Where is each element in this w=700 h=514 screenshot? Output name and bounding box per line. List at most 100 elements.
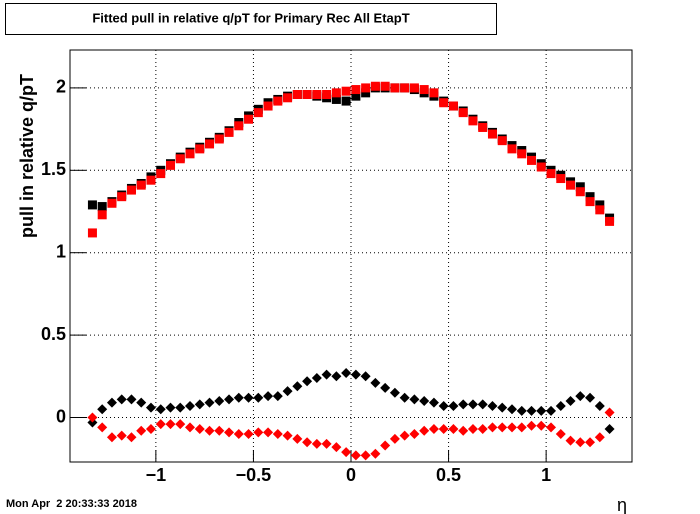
- marker-diamond: [263, 427, 274, 438]
- marker-diamond: [155, 404, 166, 415]
- marker-square: [224, 127, 234, 137]
- marker-diamond: [233, 392, 244, 403]
- marker-diamond: [302, 376, 313, 387]
- marker-diamond: [438, 400, 449, 411]
- marker-diamond: [194, 424, 205, 435]
- marker-square: [556, 174, 566, 184]
- marker-square: [185, 149, 195, 159]
- marker-square: [205, 139, 215, 149]
- marker-diamond: [477, 399, 488, 410]
- marker-square: [117, 192, 127, 202]
- marker-diamond: [399, 430, 410, 441]
- marker-diamond: [585, 392, 596, 403]
- marker-square: [448, 101, 458, 111]
- marker-diamond: [438, 424, 449, 435]
- marker-diamond: [136, 397, 147, 408]
- marker-square: [292, 89, 302, 99]
- marker-square: [97, 202, 107, 212]
- marker-diamond: [165, 419, 176, 430]
- y-tick-label: 0: [56, 406, 66, 426]
- marker-square: [585, 197, 595, 207]
- marker-diamond: [467, 399, 478, 410]
- marker-square: [517, 149, 527, 159]
- marker-square: [195, 144, 205, 154]
- marker-diamond: [409, 428, 420, 439]
- marker-square: [87, 228, 97, 238]
- marker-diamond: [126, 394, 137, 405]
- marker-diamond: [360, 371, 371, 382]
- plot-frame: [69, 49, 633, 463]
- marker-diamond: [555, 428, 566, 439]
- marker-square: [566, 180, 576, 190]
- marker-diamond: [350, 450, 361, 461]
- marker-diamond: [389, 387, 400, 398]
- marker-square: [312, 89, 322, 99]
- marker-diamond: [419, 396, 430, 407]
- marker-square: [361, 88, 371, 98]
- marker-diamond: [214, 396, 225, 407]
- marker-diamond: [292, 381, 303, 392]
- marker-diamond: [175, 419, 186, 430]
- marker-diamond: [506, 422, 517, 433]
- marker-square: [234, 121, 244, 131]
- marker-diamond: [555, 400, 566, 411]
- marker-diamond: [487, 400, 498, 411]
- marker-diamond: [282, 386, 293, 397]
- marker-diamond: [594, 432, 605, 443]
- marker-square: [341, 96, 351, 106]
- marker-square: [487, 129, 497, 139]
- marker-diamond: [311, 438, 322, 449]
- timestamp: Mon Apr 2 20:33:33 2018: [6, 498, 137, 510]
- marker-square: [107, 198, 117, 208]
- marker-diamond: [594, 400, 605, 411]
- marker-diamond: [458, 425, 469, 436]
- marker-diamond: [243, 428, 254, 439]
- marker-square: [536, 162, 546, 172]
- marker-diamond: [87, 412, 98, 423]
- marker-diamond: [224, 427, 235, 438]
- marker-square: [390, 83, 400, 93]
- marker-diamond: [536, 405, 547, 416]
- marker-square: [419, 85, 429, 95]
- marker-square: [175, 154, 185, 164]
- marker-square: [400, 83, 410, 93]
- marker-square: [244, 114, 254, 124]
- marker-diamond: [145, 424, 156, 435]
- marker-diamond: [106, 397, 117, 408]
- marker-square: [361, 83, 371, 93]
- marker-diamond: [350, 369, 361, 380]
- marker-diamond: [448, 400, 459, 411]
- marker-diamond: [272, 391, 283, 402]
- marker-diamond: [224, 394, 235, 405]
- y-tick-label: 2: [56, 77, 66, 97]
- x-tick-label: 0: [346, 465, 356, 485]
- marker-diamond: [399, 392, 410, 403]
- marker-diamond: [604, 407, 615, 418]
- marker-square: [527, 155, 537, 165]
- marker-diamond: [292, 433, 303, 444]
- marker-square: [458, 108, 468, 118]
- marker-square: [429, 88, 439, 98]
- marker-square: [283, 93, 293, 103]
- marker-diamond: [389, 433, 400, 444]
- marker-diamond: [331, 371, 342, 382]
- marker-square: [263, 101, 273, 111]
- marker-square: [351, 91, 361, 101]
- marker-diamond: [370, 377, 381, 388]
- marker-diamond: [575, 391, 586, 402]
- marker-diamond: [311, 372, 322, 383]
- marker-square: [439, 98, 449, 108]
- marker-square: [331, 94, 341, 104]
- chart-title: Fitted pull in relative q/pT for Primary…: [92, 10, 409, 25]
- marker-diamond: [106, 432, 117, 443]
- marker-square: [595, 200, 605, 210]
- title-box: [5, 3, 497, 35]
- marker-diamond: [370, 448, 381, 459]
- marker-square: [605, 216, 615, 226]
- marker-diamond: [487, 422, 498, 433]
- marker-diamond: [243, 392, 254, 403]
- marker-diamond: [331, 442, 342, 453]
- marker-diamond: [116, 394, 127, 405]
- marker-square: [136, 180, 146, 190]
